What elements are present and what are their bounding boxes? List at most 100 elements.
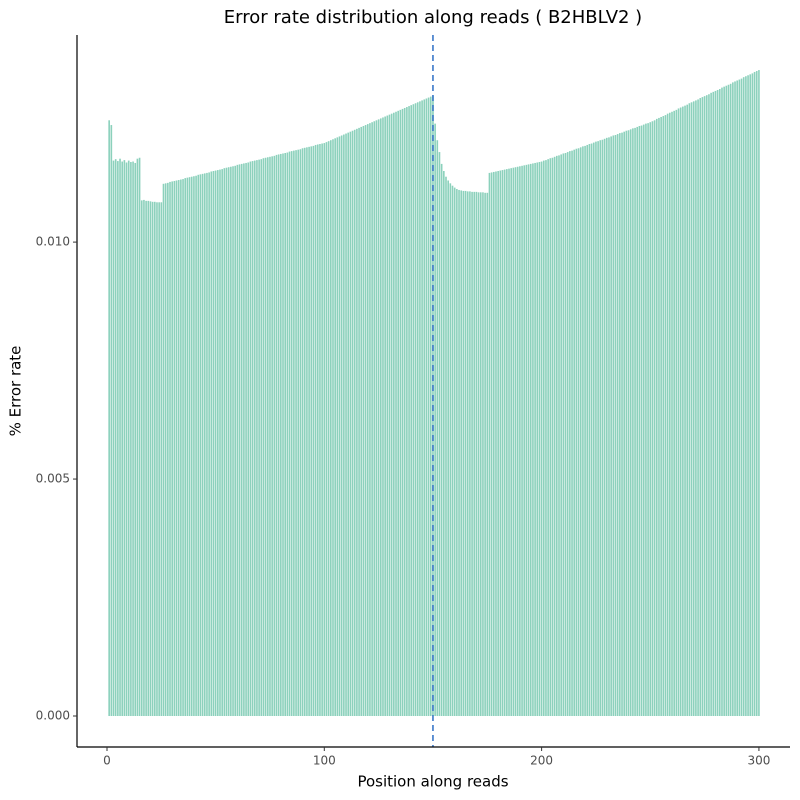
x-tick-label: 0: [103, 754, 111, 768]
bar: [123, 160, 126, 717]
bar: [497, 171, 499, 717]
bar: [180, 179, 182, 717]
bar: [262, 158, 265, 717]
bar: [403, 107, 406, 717]
bar: [742, 77, 745, 717]
bar: [371, 122, 373, 717]
bar: [177, 180, 180, 717]
bar: [171, 181, 173, 717]
bar: [619, 133, 621, 717]
bar: [605, 137, 608, 717]
bar: [249, 161, 252, 717]
y-tick-label: 0.000: [36, 709, 70, 723]
bar: [732, 82, 734, 717]
bar: [584, 145, 586, 717]
bar: [529, 163, 532, 717]
x-axis-title: Position along reads: [357, 773, 508, 791]
bar: [499, 170, 502, 717]
bar: [556, 155, 558, 717]
bar: [421, 100, 423, 717]
bar: [634, 127, 636, 717]
bar: [282, 153, 284, 717]
bar: [679, 107, 682, 717]
bar: [560, 154, 562, 717]
bar: [512, 167, 515, 717]
bar: [264, 157, 267, 717]
bar: [147, 200, 150, 717]
bar: [321, 143, 323, 717]
bar: [184, 178, 187, 717]
bar: [601, 139, 604, 717]
bar: [475, 191, 478, 717]
bar: [684, 105, 686, 717]
bar: [232, 166, 234, 717]
bar: [338, 136, 341, 717]
bar: [340, 135, 343, 717]
bar: [582, 146, 584, 717]
bar: [382, 117, 384, 717]
bar: [532, 163, 534, 717]
bar: [703, 96, 706, 717]
bar: [293, 150, 295, 717]
bar: [195, 175, 197, 717]
bar: [288, 151, 291, 717]
bar: [488, 172, 491, 717]
bar: [247, 162, 250, 717]
bar: [393, 112, 395, 717]
bar: [599, 140, 602, 717]
bar: [408, 106, 410, 717]
bar: [551, 157, 554, 717]
bar: [236, 164, 239, 717]
bar: [149, 201, 152, 717]
bar: [349, 131, 352, 717]
bar: [203, 173, 206, 717]
bar: [219, 169, 221, 717]
bar: [542, 160, 545, 717]
bar: [655, 118, 658, 717]
bar: [308, 146, 310, 717]
bar: [725, 85, 728, 717]
bar: [666, 113, 669, 717]
bar: [647, 123, 649, 717]
bar: [334, 138, 336, 717]
bar: [327, 141, 330, 717]
bar: [440, 163, 443, 717]
bar: [299, 149, 302, 717]
bar: [140, 200, 143, 717]
bar: [217, 170, 219, 717]
x-tick-label: 300: [747, 754, 770, 768]
bar: [208, 172, 210, 717]
bar: [514, 167, 517, 717]
bar: [316, 144, 319, 717]
bar: [245, 162, 247, 717]
bar: [325, 142, 328, 717]
bar: [712, 91, 715, 717]
bar: [210, 171, 213, 717]
bar: [490, 172, 493, 717]
bar: [193, 176, 195, 717]
bar: [169, 181, 171, 717]
bar: [273, 155, 276, 717]
bar: [190, 176, 193, 717]
bar: [130, 162, 132, 717]
bar: [608, 137, 610, 717]
bar: [290, 151, 293, 717]
bar: [230, 166, 232, 717]
bar: [345, 133, 347, 717]
bar: [714, 90, 717, 717]
bar: [108, 120, 110, 717]
bar: [603, 138, 606, 717]
bar: [366, 124, 369, 717]
bar: [186, 177, 189, 717]
bar: [675, 109, 678, 717]
bar: [332, 139, 334, 717]
bar: [549, 158, 552, 717]
bar: [525, 164, 528, 717]
bar: [158, 202, 160, 717]
bar: [590, 143, 593, 717]
bar: [579, 147, 582, 717]
bar: [627, 130, 630, 717]
bar: [164, 183, 167, 717]
bar: [536, 162, 539, 717]
bar: [401, 108, 404, 717]
